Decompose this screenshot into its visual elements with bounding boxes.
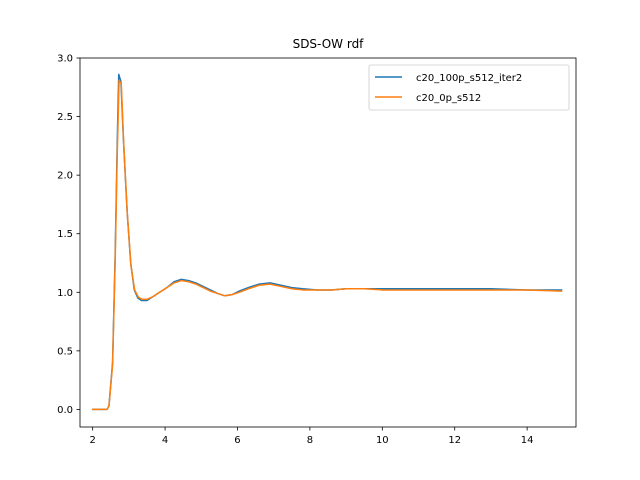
x-tick-label: 8 bbox=[307, 435, 313, 446]
y-tick-label: 2.0 bbox=[57, 171, 73, 182]
series-line-2 bbox=[91, 79, 563, 411]
x-tick-label: 12 bbox=[448, 435, 461, 446]
legend-box bbox=[368, 64, 570, 111]
y-tick-label: 0.5 bbox=[57, 346, 73, 357]
y-tick-label: 1.5 bbox=[57, 229, 73, 240]
legend-label-1: c20_100p_s512_iter2 bbox=[416, 73, 522, 84]
x-tick-label: 4 bbox=[162, 435, 168, 446]
plot-area bbox=[80, 58, 576, 427]
chart-title: SDS-OW rdf bbox=[293, 37, 365, 51]
axes-frame bbox=[79, 57, 577, 428]
y-tick-label: 2.5 bbox=[57, 112, 73, 123]
legend: c20_100p_s512_iter2 c20_0p_s512 bbox=[368, 64, 570, 111]
x-tick-label: 6 bbox=[234, 435, 240, 446]
y-tick-label: 1.0 bbox=[57, 288, 73, 299]
x-tick-label: 2 bbox=[89, 435, 95, 446]
series-layer bbox=[91, 73, 563, 411]
y-tick-label: 0.0 bbox=[57, 405, 73, 416]
legend-label-2: c20_0p_s512 bbox=[416, 93, 481, 104]
plot-background bbox=[80, 58, 576, 427]
axes-layer: 2 4 6 8 10 12 14 0.0 0.5 1.0 1.5 2.0 2.5 3.0 bbox=[57, 54, 577, 446]
x-tick-label: 10 bbox=[376, 435, 389, 446]
x-tick-label: 14 bbox=[521, 435, 534, 446]
y-tick-label: 3.0 bbox=[57, 54, 73, 65]
